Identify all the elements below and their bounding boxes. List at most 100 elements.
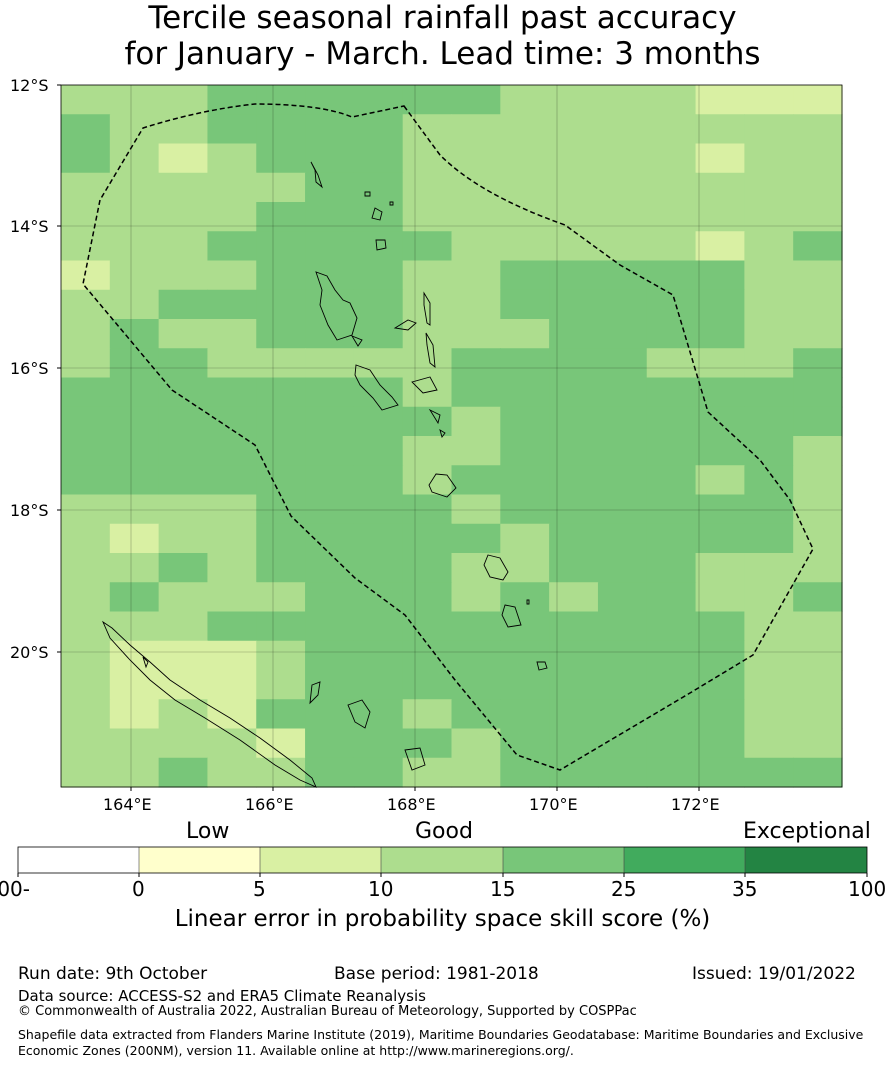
- grid-cell: [256, 85, 306, 115]
- grid-cell: [158, 377, 209, 408]
- grid-cell: [597, 611, 648, 642]
- shapefile-credit-2: Economic Zones (200NM), version 11. Avai…: [18, 1043, 574, 1058]
- grid-cell: [646, 465, 697, 496]
- grid-cell: [256, 465, 306, 496]
- grid-cell: [61, 553, 111, 583]
- grid-cell: [597, 640, 648, 671]
- grid-cell: [61, 202, 111, 232]
- grid-cell: [61, 523, 111, 554]
- colorbar-tick-0: 0: [132, 877, 145, 901]
- grid-cell: [793, 670, 843, 700]
- grid-cell: [402, 231, 453, 262]
- grid-cell: [646, 143, 697, 174]
- grid-cell: [695, 348, 745, 379]
- grid-cell: [646, 757, 697, 788]
- grid-cell: [158, 670, 209, 700]
- grid-cell: [109, 757, 160, 788]
- grid-cell: [500, 494, 550, 525]
- grid-cell: [207, 114, 257, 145]
- grid-cell: [646, 494, 697, 525]
- lat-label-16s: 16°S: [10, 359, 49, 378]
- grid-cell: [646, 640, 697, 671]
- grid-cell: [451, 523, 501, 554]
- grid-cell: [695, 172, 745, 203]
- grid-cell: [695, 699, 745, 730]
- grid-cell: [109, 143, 160, 174]
- grid-cell: [305, 319, 355, 349]
- grid-cell: [549, 406, 599, 437]
- grid-cell: [597, 523, 648, 554]
- island-tanna: [501, 604, 522, 628]
- grid-cell: [597, 582, 648, 613]
- grid-cell: [353, 85, 404, 115]
- grid-cell: [597, 436, 648, 466]
- island-aoba: [393, 319, 417, 331]
- colorbar-tick-25: 25: [611, 877, 637, 901]
- grid-cell: [109, 465, 160, 496]
- grid-cell: [451, 143, 501, 174]
- grid-cell: [61, 231, 111, 262]
- grid-cell: [793, 465, 843, 496]
- colorbar-tick-15: 15: [490, 877, 516, 901]
- grid-cell: [353, 319, 404, 349]
- colorbar-tick-35: 35: [732, 877, 758, 901]
- grid-cell: [305, 757, 355, 788]
- grid-cell: [646, 85, 697, 115]
- island-belep: [142, 656, 149, 669]
- grid-cell: [109, 406, 160, 437]
- grid-cell: [207, 172, 257, 203]
- grid-cell: [353, 231, 404, 262]
- grid-cell: [451, 172, 501, 203]
- grid-cell: [402, 348, 453, 379]
- grid-cell: [61, 289, 111, 320]
- grid-cell: [305, 377, 355, 408]
- grid-cell: [158, 406, 209, 437]
- grid-cell: [597, 670, 648, 700]
- grid-cell: [256, 523, 306, 554]
- grid-cell: [500, 699, 550, 730]
- grid-cell: [305, 640, 355, 671]
- colorbar-seg-3: [381, 847, 503, 873]
- grid-cell: [744, 114, 794, 145]
- grid-cell: [305, 611, 355, 642]
- grid-cell: [549, 436, 599, 466]
- grid-cell: [549, 699, 599, 730]
- grid-cell: [353, 172, 404, 203]
- skill-grid: [61, 85, 843, 788]
- grid-cell: [500, 523, 550, 554]
- grid-cell: [451, 231, 501, 262]
- grid-cell: [695, 377, 745, 408]
- grid-cell: [744, 670, 794, 700]
- grid-cell: [61, 143, 111, 174]
- grid-cell: [402, 465, 453, 496]
- grid-cell: [305, 260, 355, 291]
- colorbar-tick-5: 5: [253, 877, 266, 901]
- grid-cell: [61, 172, 111, 203]
- grid-cell: [109, 114, 160, 145]
- grid-cell: [549, 611, 599, 642]
- grid-cell: [256, 377, 306, 408]
- grid-cell: [305, 582, 355, 613]
- grid-cell: [646, 611, 697, 642]
- grid-cell: [451, 494, 501, 525]
- grid-cell: [793, 202, 843, 232]
- lon-label-168e: 168°E: [387, 795, 436, 814]
- island-banks-2: [375, 239, 387, 251]
- grid-cell: [695, 640, 745, 671]
- island-small-3: [439, 429, 446, 438]
- grid-cell: [61, 757, 111, 788]
- grid-cell: [207, 670, 257, 700]
- grid-cell: [305, 553, 355, 583]
- grid-cell: [744, 465, 794, 496]
- grid-cell: [695, 406, 745, 437]
- grid-cell: [158, 757, 209, 788]
- grid-cell: [353, 640, 404, 671]
- lat-label-18s: 18°S: [10, 501, 49, 520]
- lat-label-14s: 14°S: [10, 217, 49, 236]
- grid-cell: [402, 202, 453, 232]
- grid-cell: [793, 553, 843, 583]
- grid-cell: [109, 699, 160, 730]
- grid-cell: [353, 465, 404, 496]
- grid-cell: [256, 611, 306, 642]
- grid-cell: [451, 640, 501, 671]
